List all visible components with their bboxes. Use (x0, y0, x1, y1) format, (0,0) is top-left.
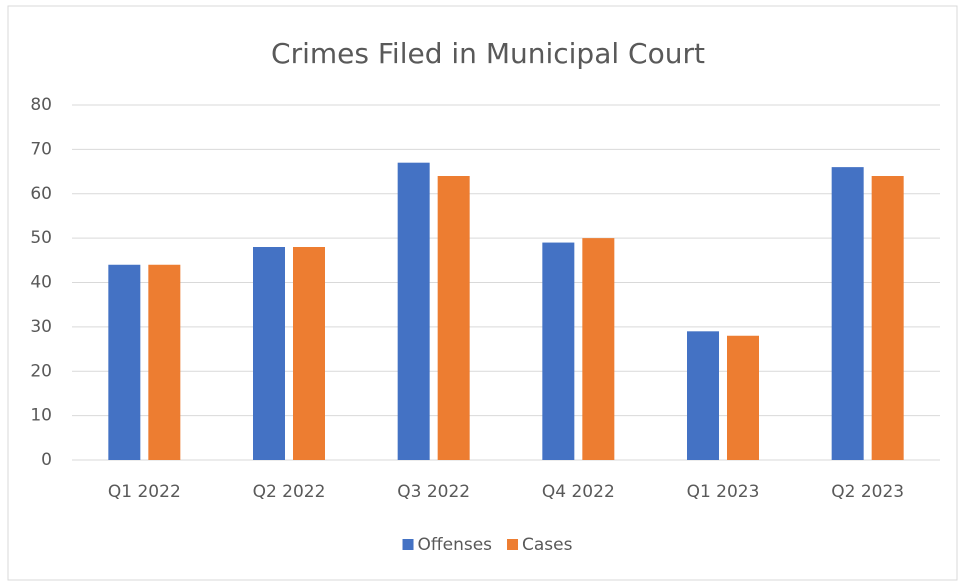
bar (148, 264, 181, 460)
bar (871, 176, 904, 460)
legend-label: Cases (522, 535, 573, 555)
y-tick-label: 30 (30, 317, 52, 337)
bar (397, 162, 430, 460)
x-tick-label: Q1 2022 (108, 482, 181, 502)
y-tick-label: 70 (30, 139, 52, 159)
bar (293, 247, 325, 460)
chart-title: Crimes Filed in Municipal Court (271, 37, 705, 70)
y-tick-label: 0 (41, 450, 52, 470)
y-tick-label: 80 (30, 95, 52, 115)
bar (437, 176, 470, 460)
x-tick-label: Q2 2023 (831, 482, 904, 502)
bar (727, 335, 759, 460)
x-tick-label: Q3 2022 (397, 482, 470, 502)
y-tick-label: 60 (30, 184, 52, 204)
y-tick-label: 40 (30, 273, 52, 293)
legend-swatch (507, 539, 519, 550)
legend-label: Offenses (418, 535, 493, 555)
bar (687, 331, 719, 460)
y-tick-label: 10 (30, 406, 52, 426)
x-tick-label: Q2 2022 (253, 482, 326, 502)
bar (108, 264, 141, 460)
bar (253, 247, 285, 460)
y-tick-label: 20 (30, 361, 52, 381)
bar (542, 242, 575, 460)
legend-swatch (402, 539, 414, 550)
bar (831, 167, 864, 460)
y-tick-label: 50 (30, 228, 52, 248)
x-tick-label: Q1 2023 (687, 482, 760, 502)
x-tick-label: Q4 2022 (542, 482, 615, 502)
bar (582, 238, 615, 460)
